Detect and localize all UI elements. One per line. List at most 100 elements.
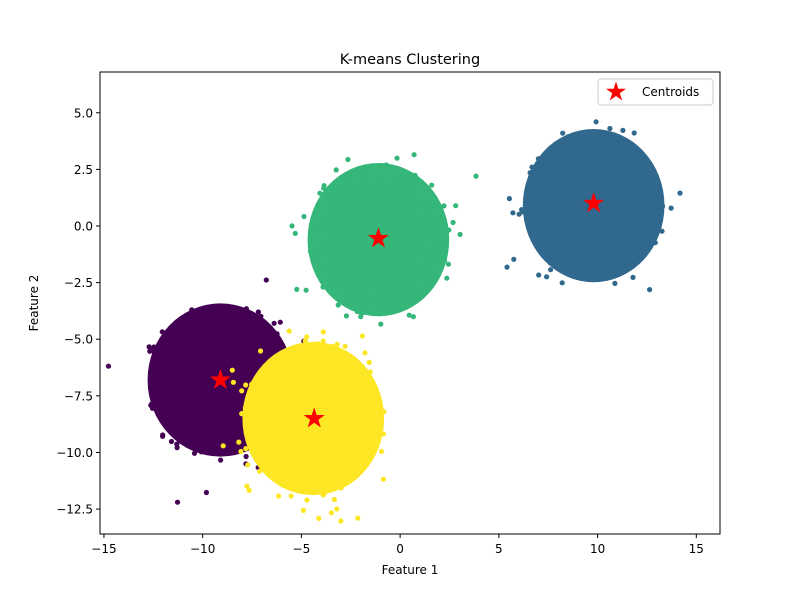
data-point	[283, 383, 289, 390]
data-point	[584, 152, 590, 158]
data-point	[319, 393, 325, 399]
data-point	[404, 217, 411, 224]
data-point	[288, 425, 295, 431]
data-point	[213, 355, 220, 361]
data-point	[339, 364, 345, 370]
data-point	[191, 424, 197, 430]
data-point	[345, 244, 351, 250]
data-point	[312, 355, 318, 361]
data-point	[301, 381, 307, 388]
data-point	[653, 207, 659, 214]
data-point	[353, 461, 359, 467]
data-point	[593, 119, 599, 125]
data-point	[183, 385, 189, 391]
data-point	[411, 152, 417, 158]
data-point	[319, 266, 326, 272]
data-point	[581, 211, 588, 217]
data-point	[347, 252, 353, 258]
data-point	[418, 246, 424, 252]
data-point	[266, 350, 272, 356]
data-point	[365, 449, 371, 455]
data-point	[290, 390, 296, 396]
data-point	[320, 284, 326, 290]
data-point	[317, 438, 323, 444]
data-point	[344, 396, 350, 403]
data-point	[602, 226, 608, 232]
data-point	[236, 439, 242, 445]
data-point	[181, 361, 188, 367]
data-point	[314, 388, 320, 394]
data-point	[298, 370, 304, 376]
x-tick-label: −10	[190, 542, 215, 556]
data-point	[582, 163, 588, 169]
data-point	[299, 468, 305, 474]
data-point	[369, 202, 375, 208]
data-point	[206, 411, 212, 418]
data-point	[642, 174, 649, 180]
data-point	[192, 371, 198, 377]
data-point	[380, 211, 386, 217]
data-point	[380, 431, 386, 437]
chart-title: K-means Clustering	[340, 52, 480, 68]
data-point	[280, 427, 286, 433]
legend: Centroids	[597, 78, 714, 106]
data-point	[227, 418, 233, 425]
data-point	[204, 335, 210, 341]
data-point	[326, 478, 332, 484]
data-point	[560, 130, 566, 136]
data-point	[354, 258, 361, 264]
x-tick-label: 10	[590, 542, 605, 556]
data-point	[643, 158, 650, 164]
data-point	[175, 381, 181, 387]
data-point	[332, 258, 338, 264]
data-point	[405, 291, 411, 297]
data-point	[199, 413, 205, 419]
data-point	[196, 364, 202, 370]
data-point	[274, 331, 280, 337]
data-point	[158, 390, 164, 396]
data-point	[223, 399, 229, 405]
data-point	[277, 319, 283, 325]
data-point	[601, 256, 607, 262]
data-point	[264, 405, 270, 411]
data-point	[327, 423, 333, 430]
data-point	[328, 440, 334, 446]
data-point	[294, 427, 300, 433]
data-point	[395, 272, 401, 278]
data-point	[588, 239, 595, 245]
data-point	[224, 324, 230, 330]
data-point	[327, 258, 333, 264]
data-point	[660, 203, 666, 209]
data-point	[624, 201, 630, 207]
data-point	[230, 343, 236, 350]
data-point	[182, 342, 188, 349]
data-point	[607, 125, 613, 132]
data-point	[179, 393, 185, 400]
data-point	[334, 341, 340, 347]
data-point	[229, 408, 235, 415]
data-point	[350, 398, 356, 404]
data-point	[280, 362, 286, 368]
data-point	[170, 401, 176, 407]
data-point	[659, 228, 665, 234]
data-point	[250, 336, 257, 342]
data-point	[195, 445, 201, 451]
data-point	[450, 219, 456, 226]
data-point	[388, 220, 394, 226]
data-point	[347, 456, 353, 462]
data-point	[261, 458, 267, 464]
data-point	[298, 451, 304, 457]
data-point	[246, 487, 252, 493]
data-point	[325, 464, 331, 470]
data-point	[569, 270, 575, 276]
data-point	[375, 279, 381, 285]
data-point	[313, 248, 319, 254]
data-point	[333, 442, 339, 449]
data-point	[350, 450, 356, 456]
data-point	[281, 432, 288, 438]
data-point	[579, 243, 585, 249]
centroid-star	[367, 227, 390, 248]
data-point	[575, 247, 582, 254]
data-point	[354, 381, 360, 387]
data-point	[386, 209, 393, 215]
